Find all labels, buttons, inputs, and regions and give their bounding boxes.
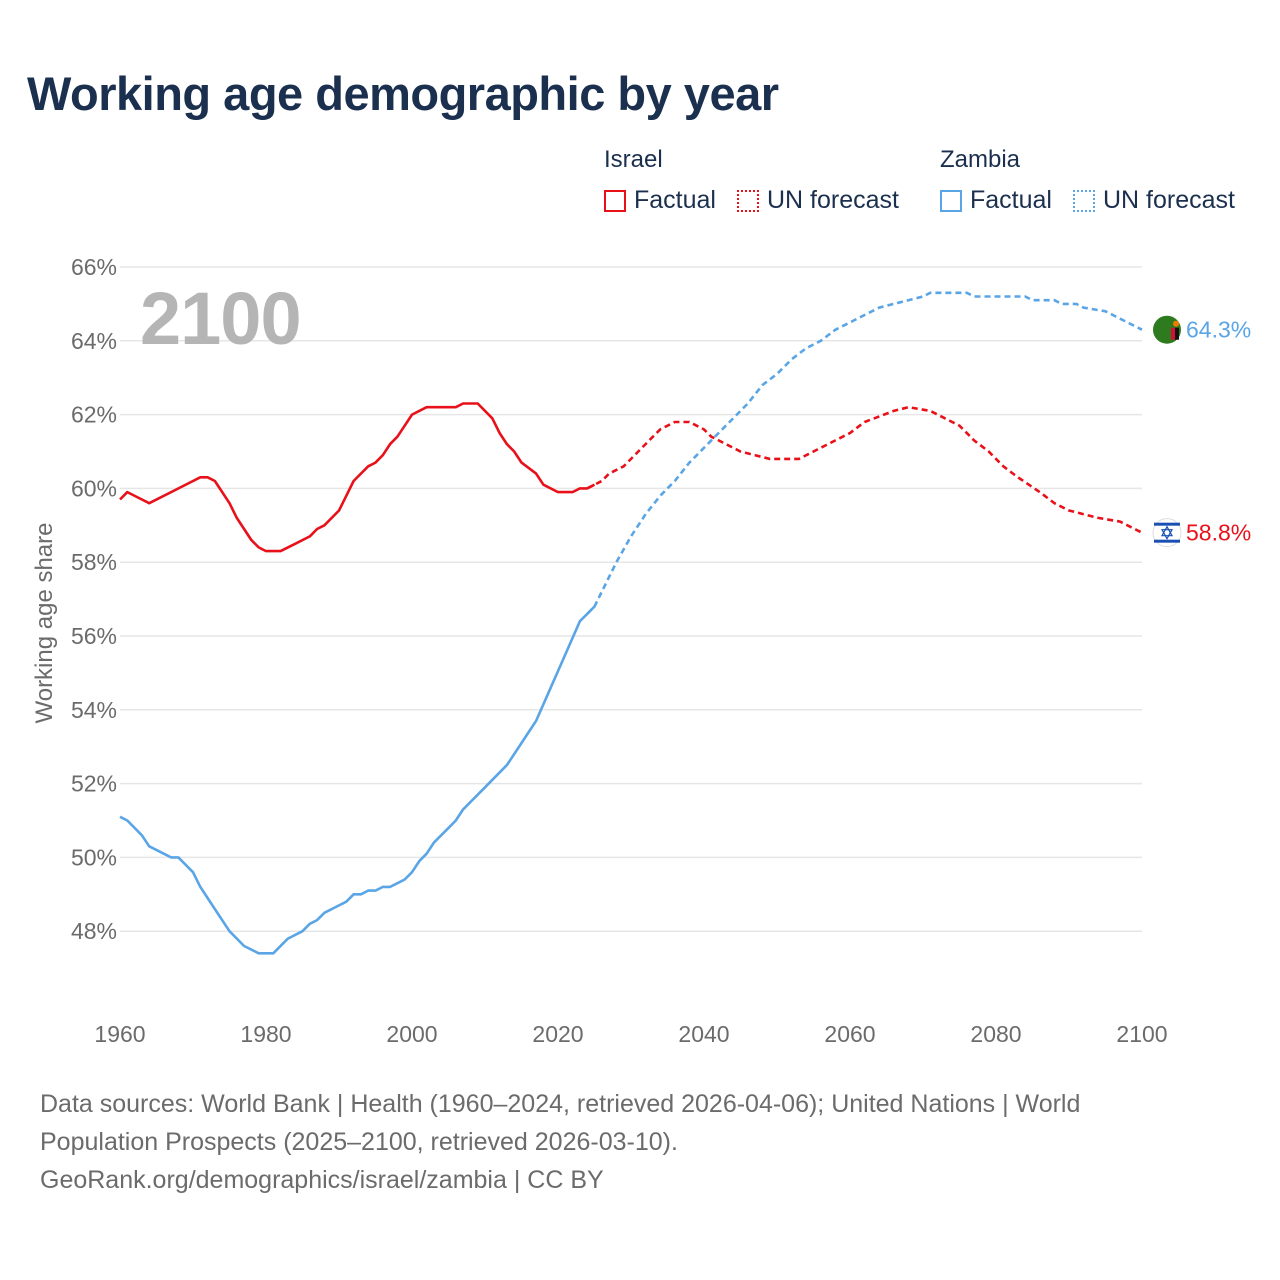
legend-group-israel: Israel [604, 146, 663, 173]
legend-swatch-dotted-blue [1073, 189, 1095, 212]
legend-israel-factual[interactable]: Factual [604, 186, 716, 215]
legend-swatch-solid-red [604, 189, 626, 212]
x-tick-label: 2000 [386, 1021, 437, 1047]
series-line-israel-factual[interactable] [119, 402, 596, 553]
legend-swatch-dotted-red [737, 189, 759, 212]
y-axis-label: Working age share [31, 523, 58, 724]
sources-line-1: Data sources: World Bank | Health (1960–… [40, 1090, 1081, 1118]
x-tick-label: 1960 [94, 1021, 145, 1047]
end-markers: 64.3% 58.8% [1152, 315, 1251, 548]
current-year-label: 2100 [140, 277, 302, 360]
y-tick-label: 66% [71, 254, 117, 280]
legend-israel-forecast[interactable]: UN forecast [737, 186, 899, 215]
end-label-zambia: 64.3% [1186, 317, 1251, 343]
x-tick-label: 2060 [824, 1021, 875, 1047]
end-label-israel: 58.8% [1186, 520, 1251, 546]
series-line-zambia-forecast[interactable] [586, 291, 1143, 615]
legend-label: UN forecast [1103, 186, 1235, 214]
series-line-zambia-factual[interactable] [119, 605, 596, 955]
gridlines [120, 266, 1142, 932]
chart-title: Working age demographic by year [27, 67, 779, 120]
x-tick-label: 2080 [970, 1021, 1021, 1047]
legend-label: Factual [970, 186, 1052, 214]
y-tick-label: 64% [71, 328, 117, 354]
sources-line-2: Population Prospects (2025–2100, retriev… [40, 1128, 678, 1156]
zambia-flag-icon [1153, 315, 1181, 344]
y-tick-label: 56% [71, 623, 117, 649]
series-line-israel-forecast[interactable] [586, 405, 1143, 534]
legend-label: UN forecast [767, 186, 899, 214]
x-tick-label: 2040 [678, 1021, 729, 1047]
y-tick-label: 60% [71, 475, 117, 501]
x-tick-label: 2100 [1116, 1021, 1167, 1047]
y-tick-label: 54% [71, 697, 117, 723]
israel-flag-icon [1152, 518, 1182, 548]
sources-line-3[interactable]: GeoRank.org/demographics/israel/zambia |… [40, 1166, 604, 1194]
legend-swatch-solid-blue [940, 189, 962, 212]
y-tick-label: 48% [71, 918, 117, 944]
y-axis-ticks: 48% 50% 52% 54% 56% 58% 60% 62% 64% 66% [71, 254, 117, 944]
y-tick-label: 52% [71, 771, 117, 797]
y-tick-label: 62% [71, 402, 117, 428]
x-tick-label: 1980 [240, 1021, 291, 1047]
y-tick-label: 50% [71, 844, 117, 870]
y-tick-label: 58% [71, 549, 117, 575]
series-lines [119, 291, 1143, 955]
legend-zambia-forecast[interactable]: UN forecast [1073, 186, 1235, 215]
legend-group-zambia: Zambia [940, 146, 1021, 173]
x-axis-ticks: 1960 1980 2000 2020 2040 2060 2080 2100 [94, 1021, 1167, 1047]
legend-label: Factual [634, 186, 716, 214]
x-tick-label: 2020 [532, 1021, 583, 1047]
legend-zambia-factual[interactable]: Factual [940, 186, 1052, 215]
